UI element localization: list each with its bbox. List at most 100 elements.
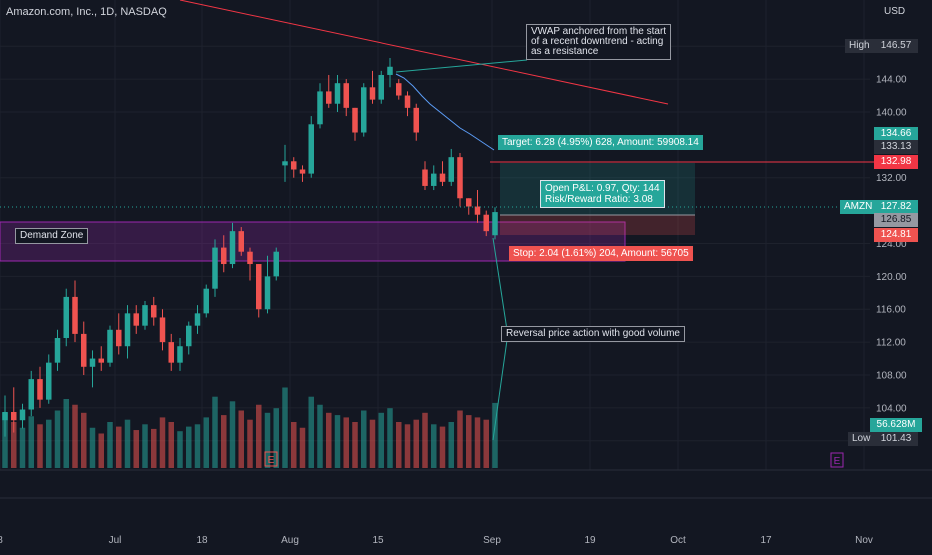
demand-zone-label[interactable]: Demand Zone <box>15 228 89 244</box>
time-tick-label: Sep <box>483 535 501 546</box>
position-loss-zone[interactable] <box>500 215 695 235</box>
candle-body[interactable] <box>72 296 78 334</box>
time-axis[interactable]: 8 Jul 18 Aug 15 Sep 19 Oct 17 Nov <box>0 535 873 546</box>
candle-body[interactable] <box>247 251 253 265</box>
candle-body[interactable] <box>54 338 61 363</box>
volume-bar <box>168 422 174 468</box>
candle-body[interactable] <box>37 379 43 400</box>
candle-body[interactable] <box>256 264 262 310</box>
volume-bar <box>474 417 481 468</box>
volume-bars <box>2 387 498 468</box>
candle-body[interactable] <box>221 247 227 265</box>
candle-body[interactable] <box>352 107 358 133</box>
last-price-tag: 127.82 <box>874 200 918 214</box>
reversal-note[interactable]: Reversal price action with good volume <box>501 326 685 342</box>
candle-body[interactable] <box>483 214 490 232</box>
currency-label: USD <box>884 6 906 17</box>
candle-body[interactable] <box>168 342 175 363</box>
candle-body[interactable] <box>439 173 446 182</box>
candle-body[interactable] <box>273 251 280 277</box>
volume-bar <box>19 427 26 468</box>
candle-body[interactable] <box>28 379 35 410</box>
candle-body[interactable] <box>19 409 26 421</box>
symbol-title[interactable]: Amazon.com, Inc., 1D, NASDAQ <box>6 6 167 18</box>
volume-bar <box>439 426 446 468</box>
volume-bar <box>221 415 227 468</box>
anchored-vwap-line[interactable] <box>395 73 495 151</box>
candle-body[interactable] <box>308 124 315 174</box>
volume-bar <box>72 404 78 468</box>
demand-zone-rect[interactable] <box>0 221 626 262</box>
candle-body[interactable] <box>107 329 113 363</box>
volume-bar <box>317 404 323 468</box>
time-tick-label: 19 <box>584 535 596 546</box>
candle-body[interactable] <box>177 346 183 363</box>
volume-bar <box>98 433 104 468</box>
earnings-marker-2[interactable] <box>830 452 844 468</box>
volume-bar <box>28 416 34 468</box>
candle-body[interactable] <box>299 169 306 174</box>
candle-body[interactable] <box>334 83 341 104</box>
target-label[interactable]: Target: 6.28 (4.95%) 628, Amount: 59908.… <box>498 135 703 150</box>
downtrend-line[interactable] <box>179 0 669 105</box>
candle-body[interactable] <box>343 83 350 108</box>
candle-body[interactable] <box>63 296 70 339</box>
candle-body[interactable] <box>422 169 428 186</box>
candle-body[interactable] <box>448 157 455 182</box>
volume-bar <box>282 387 288 468</box>
candle-body[interactable] <box>11 411 17 421</box>
candle-body[interactable] <box>317 91 323 125</box>
candle-body[interactable] <box>133 313 140 326</box>
candle-body[interactable] <box>212 247 218 289</box>
time-tick-label: Jul <box>109 535 122 546</box>
candle-body[interactable] <box>238 231 245 252</box>
candle-body[interactable] <box>378 74 385 100</box>
price-tick-label: 144.00 <box>876 75 907 86</box>
candle-body[interactable] <box>2 411 8 421</box>
target-alt-tag: 133.13 <box>874 140 918 154</box>
candle-body[interactable] <box>396 83 402 96</box>
candle-body[interactable] <box>229 231 236 265</box>
candles[interactable] <box>2 57 498 437</box>
candle-body[interactable] <box>81 333 87 367</box>
candle-body[interactable] <box>369 87 376 100</box>
candle-body[interactable] <box>46 362 52 400</box>
candle-body[interactable] <box>466 198 472 207</box>
candle-body[interactable] <box>89 358 96 367</box>
open-pl-label[interactable]: Open P&L: 0.97, Qty: 144 Risk/Reward Rat… <box>540 180 665 208</box>
candle-body[interactable] <box>431 173 437 186</box>
candle-body[interactable] <box>194 313 201 326</box>
candle-body[interactable] <box>159 317 166 343</box>
candle-body[interactable] <box>124 313 131 347</box>
reversal-leader-line-2 <box>492 339 508 441</box>
candle-body[interactable] <box>387 66 393 75</box>
stop-label[interactable]: Stop: 2.04 (1.61%) 204, Amount: 56705 <box>509 246 693 261</box>
candle-body[interactable] <box>282 161 288 166</box>
candle-body[interactable] <box>492 212 498 236</box>
candle-body[interactable] <box>326 91 332 104</box>
volume-bar <box>203 417 209 468</box>
volume-bar <box>299 427 306 468</box>
price-tick-label: 112.00 <box>876 338 906 349</box>
candle-body[interactable] <box>264 276 271 310</box>
candle-body[interactable] <box>457 157 463 199</box>
candle-body[interactable] <box>186 325 192 347</box>
candle-body[interactable] <box>413 107 420 133</box>
candle-body[interactable] <box>291 161 297 170</box>
candle-body[interactable] <box>151 305 157 318</box>
earnings-marker-1[interactable] <box>264 451 278 467</box>
time-tick-label: Oct <box>670 535 686 546</box>
candle-body[interactable] <box>474 206 481 215</box>
candle-body[interactable] <box>203 288 210 314</box>
candle-body[interactable] <box>98 358 105 363</box>
volume-bar <box>466 415 472 468</box>
vwap-note[interactable]: VWAP anchored from the start of a recent… <box>526 24 672 60</box>
volume-bar <box>159 417 166 468</box>
candle-body[interactable] <box>361 87 367 133</box>
volume-bar <box>63 399 69 468</box>
candle-body[interactable] <box>404 95 411 108</box>
candle-body[interactable] <box>142 305 148 326</box>
candle-body[interactable] <box>116 329 122 347</box>
